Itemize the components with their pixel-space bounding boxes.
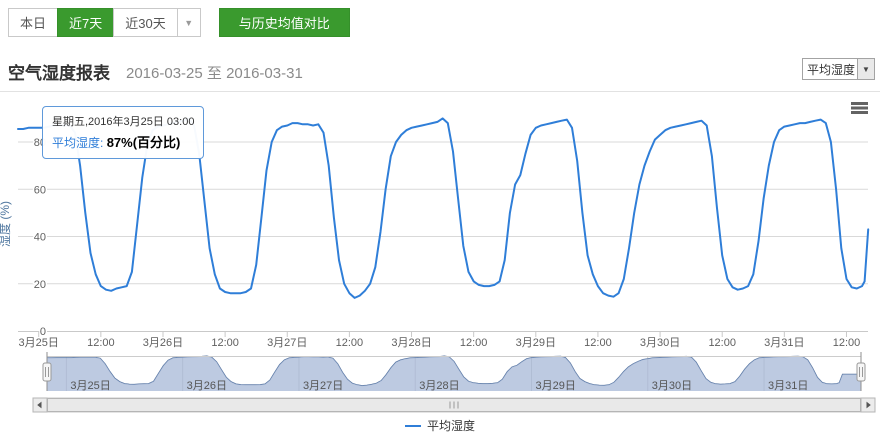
- tooltip-datetime: 星期五,2016年3月25日 03:00: [52, 116, 195, 128]
- navigator-area[interactable]: [47, 356, 861, 391]
- handle-grip: [856, 362, 866, 382]
- x-axis-tick-label: 3月28日: [391, 337, 431, 349]
- tooltip-value: 87%(百分比): [106, 135, 181, 150]
- x-axis-tick-label: 12:00: [584, 337, 612, 349]
- arrow-left-icon: [37, 401, 42, 409]
- page-title: 空气湿度报表: [8, 64, 110, 83]
- navigator-day-label: 3月28日: [419, 380, 459, 392]
- x-axis-tick-label: 12:00: [708, 337, 736, 349]
- metric-select-value: 平均湿度: [807, 62, 856, 77]
- range-dropdown-button[interactable]: ▼: [176, 8, 201, 37]
- x-axis-tick-label: 12:00: [833, 337, 861, 349]
- range-toolbar: 本日 近7天 近30天 ▼ 与历史均值对比: [8, 8, 350, 37]
- navigator-day-label: 3月29日: [536, 380, 576, 392]
- range-button-today[interactable]: 本日: [8, 8, 59, 37]
- x-axis-tick-label: 3月31日: [764, 337, 804, 349]
- navigator-day-label: 3月26日: [187, 380, 227, 392]
- caret-down-icon[interactable]: ▼: [857, 59, 874, 79]
- navigator-handle-left[interactable]: [42, 362, 52, 382]
- x-axis-tick-label: 3月27日: [267, 337, 307, 349]
- navigator-day-label: 3月25日: [70, 380, 110, 392]
- range-button-group: 本日 近7天 近30天 ▼: [8, 8, 201, 37]
- hamburger-icon: [851, 106, 868, 110]
- x-axis-tick-label: 3月26日: [143, 337, 183, 349]
- x-axis-tick-label: 3月25日: [19, 337, 59, 349]
- date-range-text: 2016-03-25 至 2016-03-31: [126, 65, 303, 82]
- navigator-handle-right[interactable]: [856, 362, 866, 382]
- compare-history-button[interactable]: 与历史均值对比: [218, 8, 350, 37]
- caret-down-icon: ▼: [184, 17, 194, 28]
- y-axis-tick-label: 60: [34, 184, 46, 196]
- hamburger-icon: [851, 102, 868, 105]
- x-axis-tick-label: 3月30日: [640, 337, 680, 349]
- x-axis-tick-label: 12:00: [336, 337, 364, 349]
- legend-label: 平均湿度: [427, 418, 475, 433]
- hamburger-icon: [851, 111, 868, 114]
- range-button-30days[interactable]: 近30天: [113, 8, 178, 37]
- x-axis-tick-label: 12:00: [460, 337, 488, 349]
- y-axis-title: 湿度 (%): [0, 201, 12, 247]
- tooltip-value-row: 平均湿度: 87%(百分比): [52, 132, 194, 151]
- range-button-7days[interactable]: 近7天: [57, 8, 115, 37]
- tooltip-series-name: 平均湿度:: [52, 136, 104, 150]
- arrow-right-icon: [866, 401, 871, 409]
- y-axis-tick-label: 20: [34, 279, 46, 291]
- legend-item-average-humidity[interactable]: 平均湿度: [405, 418, 475, 433]
- x-axis-tick-label: 12:00: [87, 337, 115, 349]
- x-axis-tick-label: 12:00: [211, 337, 239, 349]
- x-axis-tick-label: 3月29日: [516, 337, 556, 349]
- y-axis-tick-label: 40: [34, 232, 46, 244]
- navigator-day-label: 3月27日: [303, 380, 343, 392]
- export-menu-button[interactable]: [851, 102, 868, 114]
- navigator-day-label: 3月31日: [768, 380, 808, 392]
- navigator-day-label: 3月30日: [652, 380, 692, 392]
- y-axis-tick-label: 0: [40, 326, 46, 338]
- handle-grip: [42, 362, 52, 382]
- chart-tooltip: 星期五,2016年3月25日 03:00 平均湿度: 87%(百分比): [42, 106, 205, 159]
- metric-select[interactable]: 平均湿度 ▼: [802, 58, 875, 80]
